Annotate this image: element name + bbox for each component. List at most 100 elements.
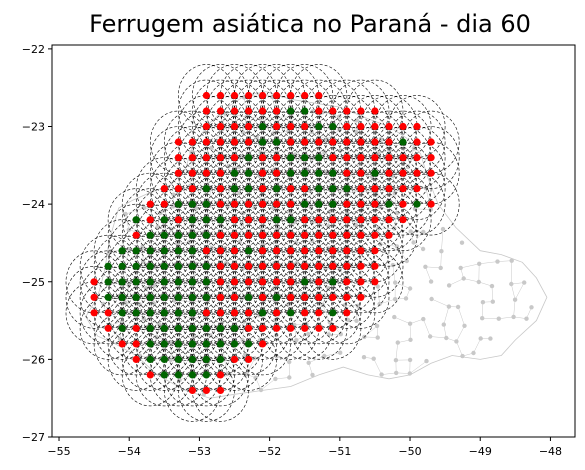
municipality-centroid xyxy=(123,300,128,305)
infected-point xyxy=(273,169,281,177)
municipality-centroid xyxy=(239,154,244,159)
municipality-border xyxy=(211,129,223,149)
municipality-centroid xyxy=(455,304,461,310)
municipality-border xyxy=(381,372,397,375)
municipality-centroid xyxy=(412,206,418,211)
municipality-border xyxy=(378,139,382,154)
municipality-border xyxy=(498,316,514,319)
municipality-border xyxy=(414,208,431,210)
healthy-point xyxy=(329,122,337,131)
infected-point xyxy=(146,371,154,379)
infected-point xyxy=(343,200,351,208)
municipality-centroid xyxy=(293,240,299,245)
infected-point xyxy=(413,185,421,193)
healthy-point xyxy=(329,200,337,208)
healthy-point xyxy=(273,293,281,301)
infected-point xyxy=(343,216,351,224)
municipality-centroid xyxy=(371,356,376,361)
infected-point xyxy=(357,262,365,270)
infected-point xyxy=(315,231,323,239)
infected-point xyxy=(301,309,309,317)
municipality-centroid xyxy=(157,322,162,327)
municipality-centroid xyxy=(454,339,459,344)
healthy-point xyxy=(146,309,154,317)
infected-point xyxy=(259,293,267,301)
infected-point xyxy=(371,200,379,208)
infected-point xyxy=(287,138,295,146)
municipality-centroid xyxy=(253,375,258,380)
infected-point xyxy=(413,138,421,146)
infected-point xyxy=(329,107,337,115)
municipality-border xyxy=(379,298,396,305)
infected-point xyxy=(287,91,295,100)
infected-point xyxy=(202,91,210,100)
y-axis: −22 −23 −24 −25 −26 −27 xyxy=(22,43,52,444)
healthy-point xyxy=(315,122,323,131)
municipality-centroid xyxy=(143,286,149,291)
infected-point xyxy=(230,231,239,239)
municipality-centroid xyxy=(441,322,446,327)
healthy-point xyxy=(413,200,421,208)
infected-point xyxy=(343,293,351,301)
municipality-centroid xyxy=(326,286,331,291)
infected-point xyxy=(315,107,323,115)
municipality-centroid xyxy=(101,301,106,307)
municipality-border xyxy=(224,358,228,375)
infected-point xyxy=(259,169,267,177)
infected-point xyxy=(216,122,225,131)
x-tick-label: −55 xyxy=(47,445,70,458)
infected-point xyxy=(216,91,225,100)
municipality-border xyxy=(311,111,313,132)
point-layer xyxy=(90,91,435,394)
y-tick-label: −26 xyxy=(22,353,45,366)
healthy-point xyxy=(273,216,281,224)
infected-point xyxy=(413,169,421,177)
infected-point xyxy=(357,185,365,193)
infected-point xyxy=(301,185,309,193)
municipality-border xyxy=(456,325,465,342)
infected-point xyxy=(216,231,225,239)
infected-point xyxy=(357,138,365,146)
infected-point xyxy=(343,107,351,115)
municipality-border xyxy=(456,341,463,357)
healthy-point xyxy=(287,309,295,317)
municipality-centroid xyxy=(224,371,230,377)
healthy-point xyxy=(132,293,140,301)
municipality-border xyxy=(276,356,290,363)
municipality-centroid xyxy=(355,303,361,308)
municipality-centroid xyxy=(421,316,426,322)
infected-point xyxy=(273,200,281,208)
healthy-point xyxy=(202,278,210,286)
municipality-border xyxy=(125,285,130,303)
municipality-border xyxy=(143,318,160,325)
municipality-border xyxy=(364,325,378,338)
municipality-border xyxy=(273,207,291,213)
healthy-point xyxy=(174,278,182,286)
municipality-border xyxy=(395,282,411,289)
infected-point xyxy=(371,262,379,270)
municipality-border xyxy=(473,338,481,354)
municipality-centroid xyxy=(429,296,434,302)
municipality-border xyxy=(430,336,447,339)
infected-point xyxy=(315,278,323,286)
infected-point xyxy=(132,231,140,239)
healthy-point xyxy=(329,309,337,317)
infected-point xyxy=(259,216,267,224)
infected-point xyxy=(301,91,309,100)
infected-point xyxy=(202,247,210,255)
infected-point xyxy=(371,122,379,131)
municipality-centroid xyxy=(458,265,463,271)
municipality-centroid xyxy=(258,387,264,393)
municipality-centroid xyxy=(361,355,367,360)
infected-point xyxy=(273,154,281,162)
municipality-centroid xyxy=(393,280,398,285)
infected-point xyxy=(315,216,323,224)
municipality-centroid xyxy=(408,229,413,234)
healthy-point xyxy=(104,293,112,301)
municipality-border xyxy=(482,317,499,319)
municipality-centroid xyxy=(446,304,452,309)
infected-point xyxy=(259,247,267,255)
healthy-point xyxy=(174,340,182,348)
municipality-centroid xyxy=(490,299,495,304)
healthy-point xyxy=(188,231,196,239)
